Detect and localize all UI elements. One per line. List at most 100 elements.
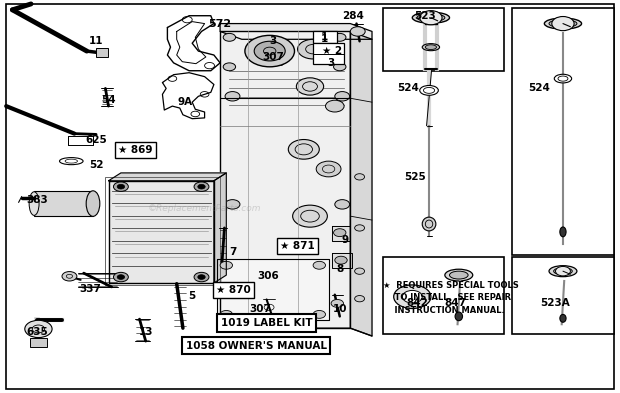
- Polygon shape: [108, 173, 226, 181]
- Text: 54: 54: [101, 95, 116, 105]
- Text: 625: 625: [85, 134, 107, 145]
- Text: ★ 871: ★ 871: [280, 241, 315, 251]
- Polygon shape: [332, 226, 350, 241]
- Text: 524: 524: [397, 83, 419, 94]
- Ellipse shape: [417, 14, 445, 22]
- Text: ©ReplacementParts.com: ©ReplacementParts.com: [148, 204, 262, 213]
- Text: 11: 11: [89, 36, 104, 46]
- Text: 5: 5: [188, 290, 196, 301]
- Circle shape: [296, 78, 324, 95]
- Text: ★ 2: ★ 2: [322, 46, 342, 56]
- Circle shape: [355, 296, 365, 302]
- Text: 525: 525: [404, 172, 427, 182]
- Text: 337: 337: [79, 284, 101, 294]
- Circle shape: [552, 17, 574, 31]
- Circle shape: [420, 11, 442, 25]
- Polygon shape: [220, 24, 372, 39]
- Circle shape: [220, 310, 232, 318]
- Ellipse shape: [450, 271, 468, 279]
- Text: 523A: 523A: [540, 298, 570, 308]
- Circle shape: [394, 285, 431, 309]
- Ellipse shape: [560, 227, 566, 237]
- Circle shape: [225, 200, 240, 209]
- Circle shape: [334, 229, 346, 237]
- Circle shape: [313, 310, 326, 318]
- Circle shape: [254, 41, 285, 61]
- Ellipse shape: [29, 192, 39, 215]
- Circle shape: [288, 140, 319, 159]
- Circle shape: [117, 184, 125, 189]
- Text: 8: 8: [336, 264, 343, 274]
- Text: 3: 3: [327, 58, 335, 68]
- Circle shape: [355, 174, 365, 180]
- Circle shape: [556, 266, 570, 276]
- Ellipse shape: [420, 85, 438, 95]
- Text: 52: 52: [89, 160, 104, 170]
- Circle shape: [313, 261, 326, 269]
- Text: 307: 307: [262, 52, 284, 62]
- Circle shape: [194, 272, 209, 282]
- Circle shape: [198, 275, 205, 279]
- Ellipse shape: [549, 20, 577, 28]
- Bar: [68, 136, 93, 145]
- Circle shape: [198, 184, 205, 189]
- Circle shape: [326, 100, 344, 112]
- Circle shape: [334, 33, 346, 41]
- Circle shape: [223, 33, 236, 41]
- Text: 307: 307: [249, 303, 272, 314]
- Polygon shape: [332, 253, 352, 268]
- Ellipse shape: [560, 314, 566, 322]
- Text: 842: 842: [406, 298, 428, 308]
- Ellipse shape: [422, 217, 436, 231]
- Circle shape: [335, 200, 350, 209]
- Text: 284: 284: [342, 11, 365, 21]
- Circle shape: [245, 35, 294, 67]
- Bar: [512, 8, 614, 255]
- Circle shape: [350, 27, 365, 36]
- Bar: [96, 48, 108, 57]
- Polygon shape: [220, 31, 350, 328]
- Bar: [30, 338, 47, 347]
- Bar: [105, 177, 220, 285]
- Text: 7: 7: [229, 246, 236, 257]
- Circle shape: [194, 182, 209, 191]
- Text: 3: 3: [269, 36, 277, 46]
- Circle shape: [225, 92, 240, 101]
- Circle shape: [316, 161, 341, 177]
- Circle shape: [355, 225, 365, 231]
- Text: 1058 OWNER'S MANUAL: 1058 OWNER'S MANUAL: [185, 341, 327, 351]
- Circle shape: [335, 256, 347, 264]
- Text: 847: 847: [445, 298, 467, 308]
- Circle shape: [113, 182, 128, 191]
- Text: 635: 635: [26, 327, 48, 337]
- Text: 524: 524: [528, 83, 551, 94]
- Ellipse shape: [60, 158, 83, 165]
- Bar: [383, 257, 504, 334]
- Circle shape: [355, 268, 365, 274]
- Text: 1: 1: [321, 32, 329, 42]
- Text: 10: 10: [332, 303, 347, 314]
- Ellipse shape: [86, 191, 100, 216]
- Polygon shape: [108, 181, 214, 283]
- Ellipse shape: [412, 12, 450, 23]
- Bar: [512, 257, 614, 334]
- Circle shape: [220, 261, 232, 269]
- Circle shape: [113, 272, 128, 282]
- Text: ★  REQUIRES SPECIAL TOOLS
    TO INSTALL.  SEE REPAIR
    INSTRUCTION MANUAL.: ★ REQUIRES SPECIAL TOOLS TO INSTALL. SEE…: [383, 281, 519, 315]
- Text: 9: 9: [342, 235, 349, 245]
- Ellipse shape: [425, 45, 436, 50]
- Circle shape: [331, 299, 343, 307]
- Text: 523: 523: [414, 11, 436, 21]
- Circle shape: [298, 39, 329, 59]
- Circle shape: [293, 205, 327, 227]
- Bar: [383, 8, 504, 71]
- Ellipse shape: [554, 74, 572, 83]
- Circle shape: [335, 92, 350, 101]
- Text: 572: 572: [208, 18, 232, 29]
- Circle shape: [334, 63, 346, 71]
- Text: 1019 LABEL KIT: 1019 LABEL KIT: [221, 318, 312, 328]
- Text: 9A: 9A: [177, 97, 192, 107]
- Polygon shape: [214, 173, 226, 283]
- Text: 13: 13: [138, 327, 153, 337]
- Polygon shape: [217, 259, 329, 320]
